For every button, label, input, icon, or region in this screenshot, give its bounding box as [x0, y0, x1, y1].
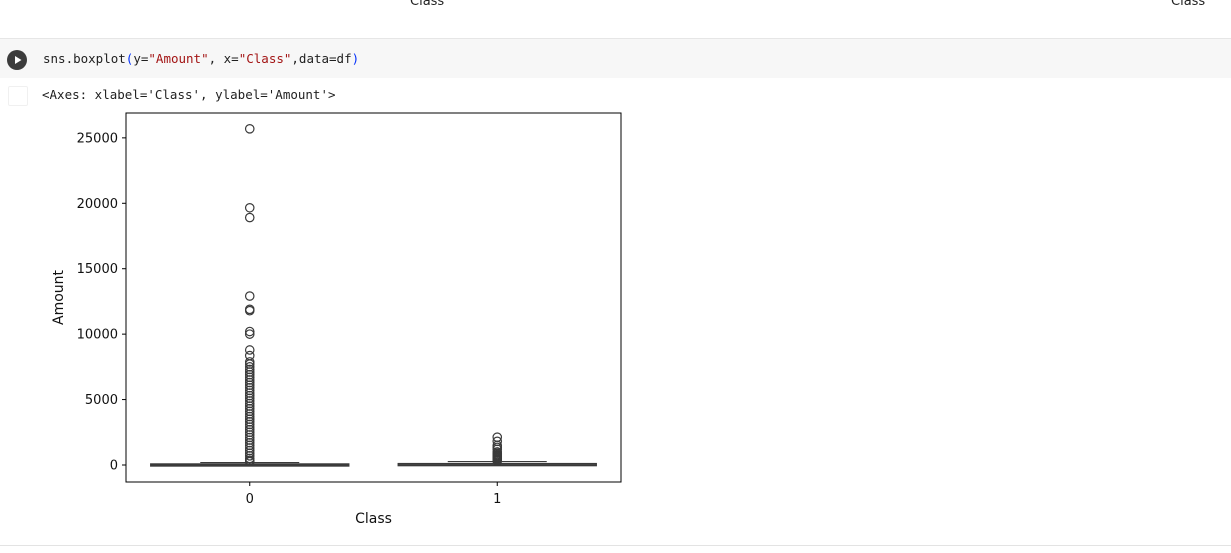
outlier-point [492, 456, 503, 466]
x-tick-label: 1 [493, 492, 501, 507]
y-axis-label: Amount [51, 269, 67, 325]
y-tick-label: 5000 [85, 393, 118, 408]
code-cell[interactable]: sns.boxplot(y="Amount", x="Class",data=d… [0, 38, 1231, 78]
boxplot-chart: 0 5000 10000 15000 20000 25000 0 1 Class Amount [51, 112, 622, 527]
output-text: <Axes: xlabel='Class', ylabel='Amount'> [42, 87, 336, 102]
axes-frame [125, 112, 622, 483]
output-panel-icon[interactable] [8, 86, 28, 106]
code-token: ( [125, 51, 134, 66]
outlier-point [244, 329, 255, 339]
code-token: ) [351, 51, 360, 66]
previous-xlabel-right: Class [1171, 0, 1206, 9]
code-token: ,data=df [291, 51, 352, 66]
y-tick-label: 0 [110, 458, 118, 473]
play-icon [15, 56, 22, 64]
code-token: "Amount" [148, 51, 209, 66]
outlier-point [244, 456, 255, 467]
outlier-point [244, 202, 255, 213]
outlier-point [244, 305, 255, 316]
x-axis-label: Class [355, 511, 392, 527]
outlier-point [244, 451, 255, 461]
y-tick-label: 25000 [77, 131, 118, 146]
code-token: sns.boxplot [43, 51, 126, 66]
cell-divider [0, 545, 1231, 546]
run-cell-button[interactable] [7, 50, 27, 70]
y-tick-label: 20000 [77, 197, 118, 212]
outlier-point [244, 212, 255, 223]
outlier-point [244, 291, 255, 301]
code-token: y= [133, 51, 149, 66]
previous-xlabel-left: Class [410, 0, 445, 9]
outlier-point [244, 124, 255, 134]
code-token: , x= [208, 51, 239, 66]
code-token: "Class" [238, 51, 292, 66]
x-tick-label: 0 [246, 492, 254, 507]
code-editor[interactable]: sns.boxplot(y="Amount", x="Class",data=d… [43, 51, 359, 66]
y-tick-label: 15000 [77, 262, 118, 277]
y-tick-label: 10000 [77, 328, 118, 343]
outlier-point [244, 345, 255, 355]
outlier-point [244, 326, 255, 337]
